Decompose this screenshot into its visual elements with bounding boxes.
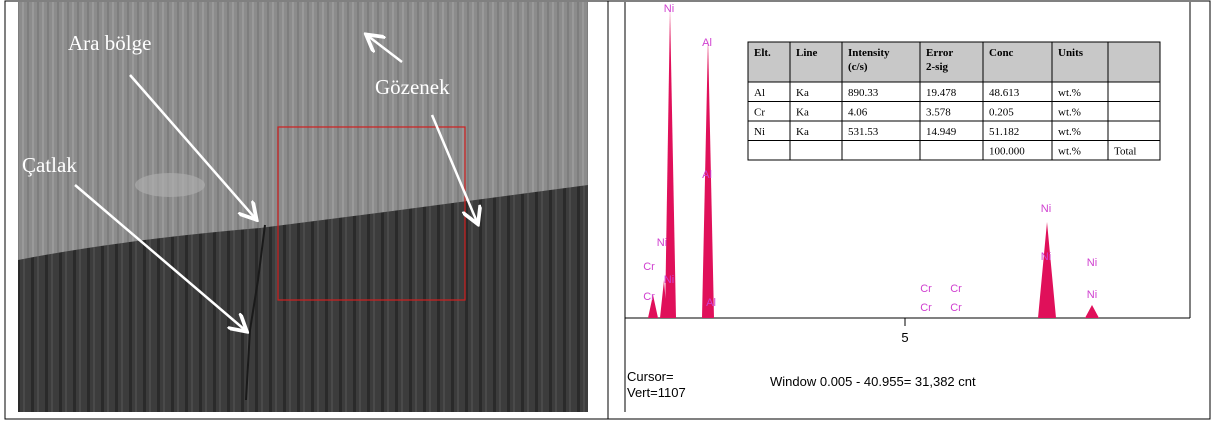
table-cell: Ka <box>796 107 809 119</box>
table-cell: 100.000 <box>989 146 1025 158</box>
peak-label: Cr <box>643 261 655 273</box>
vert-text: Vert=1107 <box>627 385 686 400</box>
sem-label: Ara bölge <box>68 31 151 55</box>
table-cell: 890.33 <box>848 87 879 99</box>
table-cell: Total <box>1114 146 1136 158</box>
table-cell: wt.% <box>1058 107 1081 119</box>
table-cell: Ka <box>796 126 809 138</box>
peak-label: Ni <box>1041 251 1051 263</box>
table-header-bg <box>747 41 1161 83</box>
table-header: Units <box>1058 47 1084 59</box>
peak-label: Cr <box>920 283 932 295</box>
table-cell: 48.613 <box>989 87 1020 99</box>
window-text: Window 0.005 - 40.955= 31,382 cnt <box>770 374 976 389</box>
x-tick-label: 5 <box>901 330 908 345</box>
peak-label: Ni <box>1087 289 1097 301</box>
peak-label: Ni <box>1041 203 1051 215</box>
table-cell: 0.205 <box>989 107 1014 119</box>
peak-label: Cr <box>950 283 962 295</box>
peak-label: Al <box>702 37 712 49</box>
table-row <box>747 101 1161 122</box>
peak-label: Ni <box>1087 257 1097 269</box>
peak-label: Ni <box>657 237 667 249</box>
table-cell: Al <box>754 87 765 99</box>
peak-label: Al <box>702 169 712 181</box>
table-cell: wt.% <box>1058 87 1081 99</box>
table-cell: 51.182 <box>989 126 1019 138</box>
table-cell: 4.06 <box>848 107 868 119</box>
table-cell: 14.949 <box>926 126 957 138</box>
peak-label: Cr <box>950 302 962 314</box>
table-header: Elt. <box>754 47 771 59</box>
sem-image <box>18 2 588 412</box>
spectrum <box>624 2 1191 412</box>
table-header: Conc <box>989 47 1014 59</box>
sem-label: Gözenek <box>375 75 450 99</box>
table-header: Line <box>796 47 818 59</box>
table-header: Intensity (c/s) <box>848 47 890 73</box>
peak-label: Al <box>706 297 716 309</box>
peak-label: Ni <box>664 3 674 15</box>
sem-label: Çatlak <box>22 153 77 177</box>
table-row <box>747 140 1161 161</box>
table-cell: 19.478 <box>926 87 957 99</box>
table-cell: wt.% <box>1058 146 1081 158</box>
table-cell: 531.53 <box>848 126 879 138</box>
peak-label: Cr <box>920 302 932 314</box>
table-cell: wt.% <box>1058 126 1081 138</box>
table-cell: Cr <box>754 107 765 119</box>
table-header: Error 2-sig <box>926 47 953 73</box>
results-table: Elt. Line Intensity (c/s) Error 2-sig Conc Unit… <box>747 41 1161 161</box>
peak-label: Ni <box>664 274 674 286</box>
cursor-text: Cursor= <box>627 369 674 384</box>
annotation-arrows <box>74 36 477 330</box>
peak-label: Cr <box>643 291 655 303</box>
table-cell: 3.578 <box>926 107 951 119</box>
table-cell: Ni <box>754 126 765 138</box>
table-cell: Ka <box>796 87 809 99</box>
